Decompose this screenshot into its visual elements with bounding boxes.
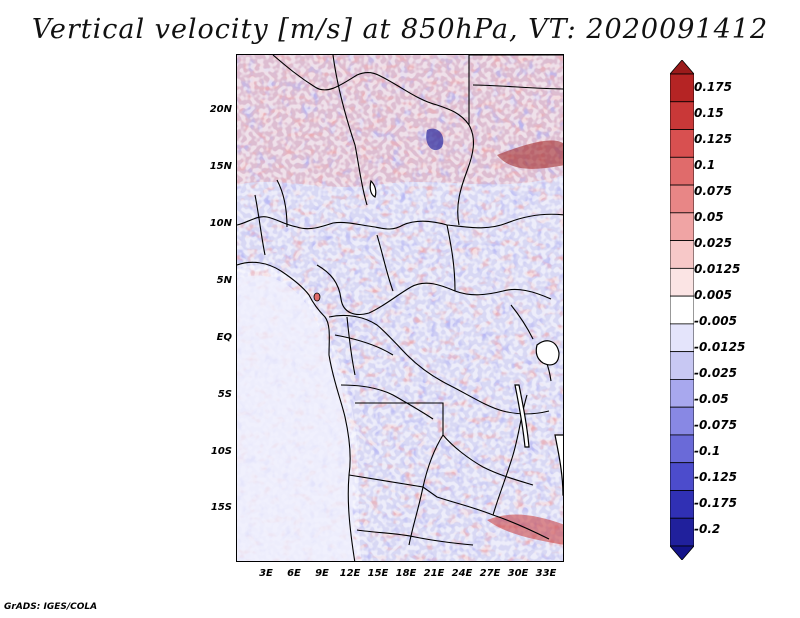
colorbar-swatch <box>670 434 694 464</box>
lat-label-15s: 15S <box>210 502 232 513</box>
footer-credit: GrADS: IGES/COLA <box>4 602 98 612</box>
colorbar-label-14: -0.1 <box>694 444 721 458</box>
lon-label-21e: 21E <box>423 568 445 579</box>
colorbar-swatch <box>670 462 694 491</box>
lake-malawi <box>554 434 563 496</box>
lon-label-27e: 27E <box>479 568 501 579</box>
lat-label-5s: 5S <box>217 389 232 400</box>
lat-label-5n: 5N <box>216 275 232 286</box>
lake-chad <box>369 179 377 198</box>
colorbar-swatch <box>670 129 694 158</box>
lat-label-20n: 20N <box>209 104 232 115</box>
lat-label-10n: 10N <box>209 218 232 229</box>
colorbar-label-12: -0.05 <box>694 392 729 406</box>
map-title: Vertical velocity [m/s] at 850hPa, VT: 2… <box>31 14 769 45</box>
lon-label-12e: 12E <box>339 568 361 579</box>
ocean-calm <box>237 275 355 561</box>
vertical-velocity-field <box>237 55 563 561</box>
colorbar-label-3: 0.1 <box>694 158 716 172</box>
colorbar-swatch <box>670 240 694 269</box>
lon-label-33e: 33E <box>535 568 557 579</box>
lon-label-24e: 24E <box>451 568 473 579</box>
lat-label-10s: 10S <box>210 446 232 457</box>
colorbar-label-16: -0.175 <box>694 496 737 510</box>
lat-label-eq: EQ <box>216 332 232 343</box>
colorbar <box>670 60 694 560</box>
colorbar-label-4: 0.075 <box>694 184 732 198</box>
colorbar-label-0: 0.175 <box>694 80 732 94</box>
colorbar-label-2: 0.125 <box>694 132 732 146</box>
updraft-core <box>497 140 563 169</box>
lon-label-18e: 18E <box>395 568 417 579</box>
colorbar-label-8: 0.005 <box>694 288 732 302</box>
downdraft-core <box>426 128 444 151</box>
lat-label-15n: 15N <box>209 161 232 172</box>
lon-label-9e: 9E <box>315 568 329 579</box>
colorbar-top-arrow <box>670 60 694 75</box>
colorbar-label-9: -0.005 <box>694 314 737 328</box>
colorbar-swatch <box>670 323 694 353</box>
colorbar-label-17: -0.2 <box>694 522 721 536</box>
colorbar-label-1: 0.15 <box>694 106 724 120</box>
colorbar-swatch <box>670 267 694 297</box>
lon-label-6e: 6E <box>287 568 301 579</box>
lon-label-3e: 3E <box>259 568 273 579</box>
colorbar-swatch <box>670 490 694 519</box>
colorbar-label-10: -0.0125 <box>694 340 746 354</box>
colorbar-swatch <box>670 101 694 130</box>
colorbar-swatch <box>670 517 694 547</box>
lon-label-15e: 15E <box>367 568 389 579</box>
colorbar-label-13: -0.075 <box>694 418 737 432</box>
colorbar-label-5: 0.05 <box>694 210 724 224</box>
colorbar-swatch <box>670 212 694 241</box>
bioko-island <box>313 292 321 302</box>
lake-victoria <box>535 340 560 366</box>
colorbar-label-11: -0.025 <box>694 366 737 380</box>
colorbar-swatch <box>670 379 694 408</box>
colorbar-label-6: 0.025 <box>694 236 732 250</box>
great-lakes <box>369 179 563 496</box>
colorbar-swatch <box>670 406 694 436</box>
lon-label-30e: 30E <box>507 568 529 579</box>
colorbar-swatch <box>670 295 694 325</box>
colorbar-label-7: 0.0125 <box>694 262 741 276</box>
colorbar-swatch <box>670 184 694 214</box>
islands <box>313 292 321 302</box>
map-panel <box>236 54 564 562</box>
colorbar-swatch <box>670 73 694 103</box>
colorbar-swatch <box>670 351 694 380</box>
colorbar-label-15: -0.125 <box>694 470 737 484</box>
lake-tanganyika <box>514 384 530 448</box>
colorbar-bottom-arrow <box>670 545 694 560</box>
colorbar-swatch <box>670 156 694 186</box>
